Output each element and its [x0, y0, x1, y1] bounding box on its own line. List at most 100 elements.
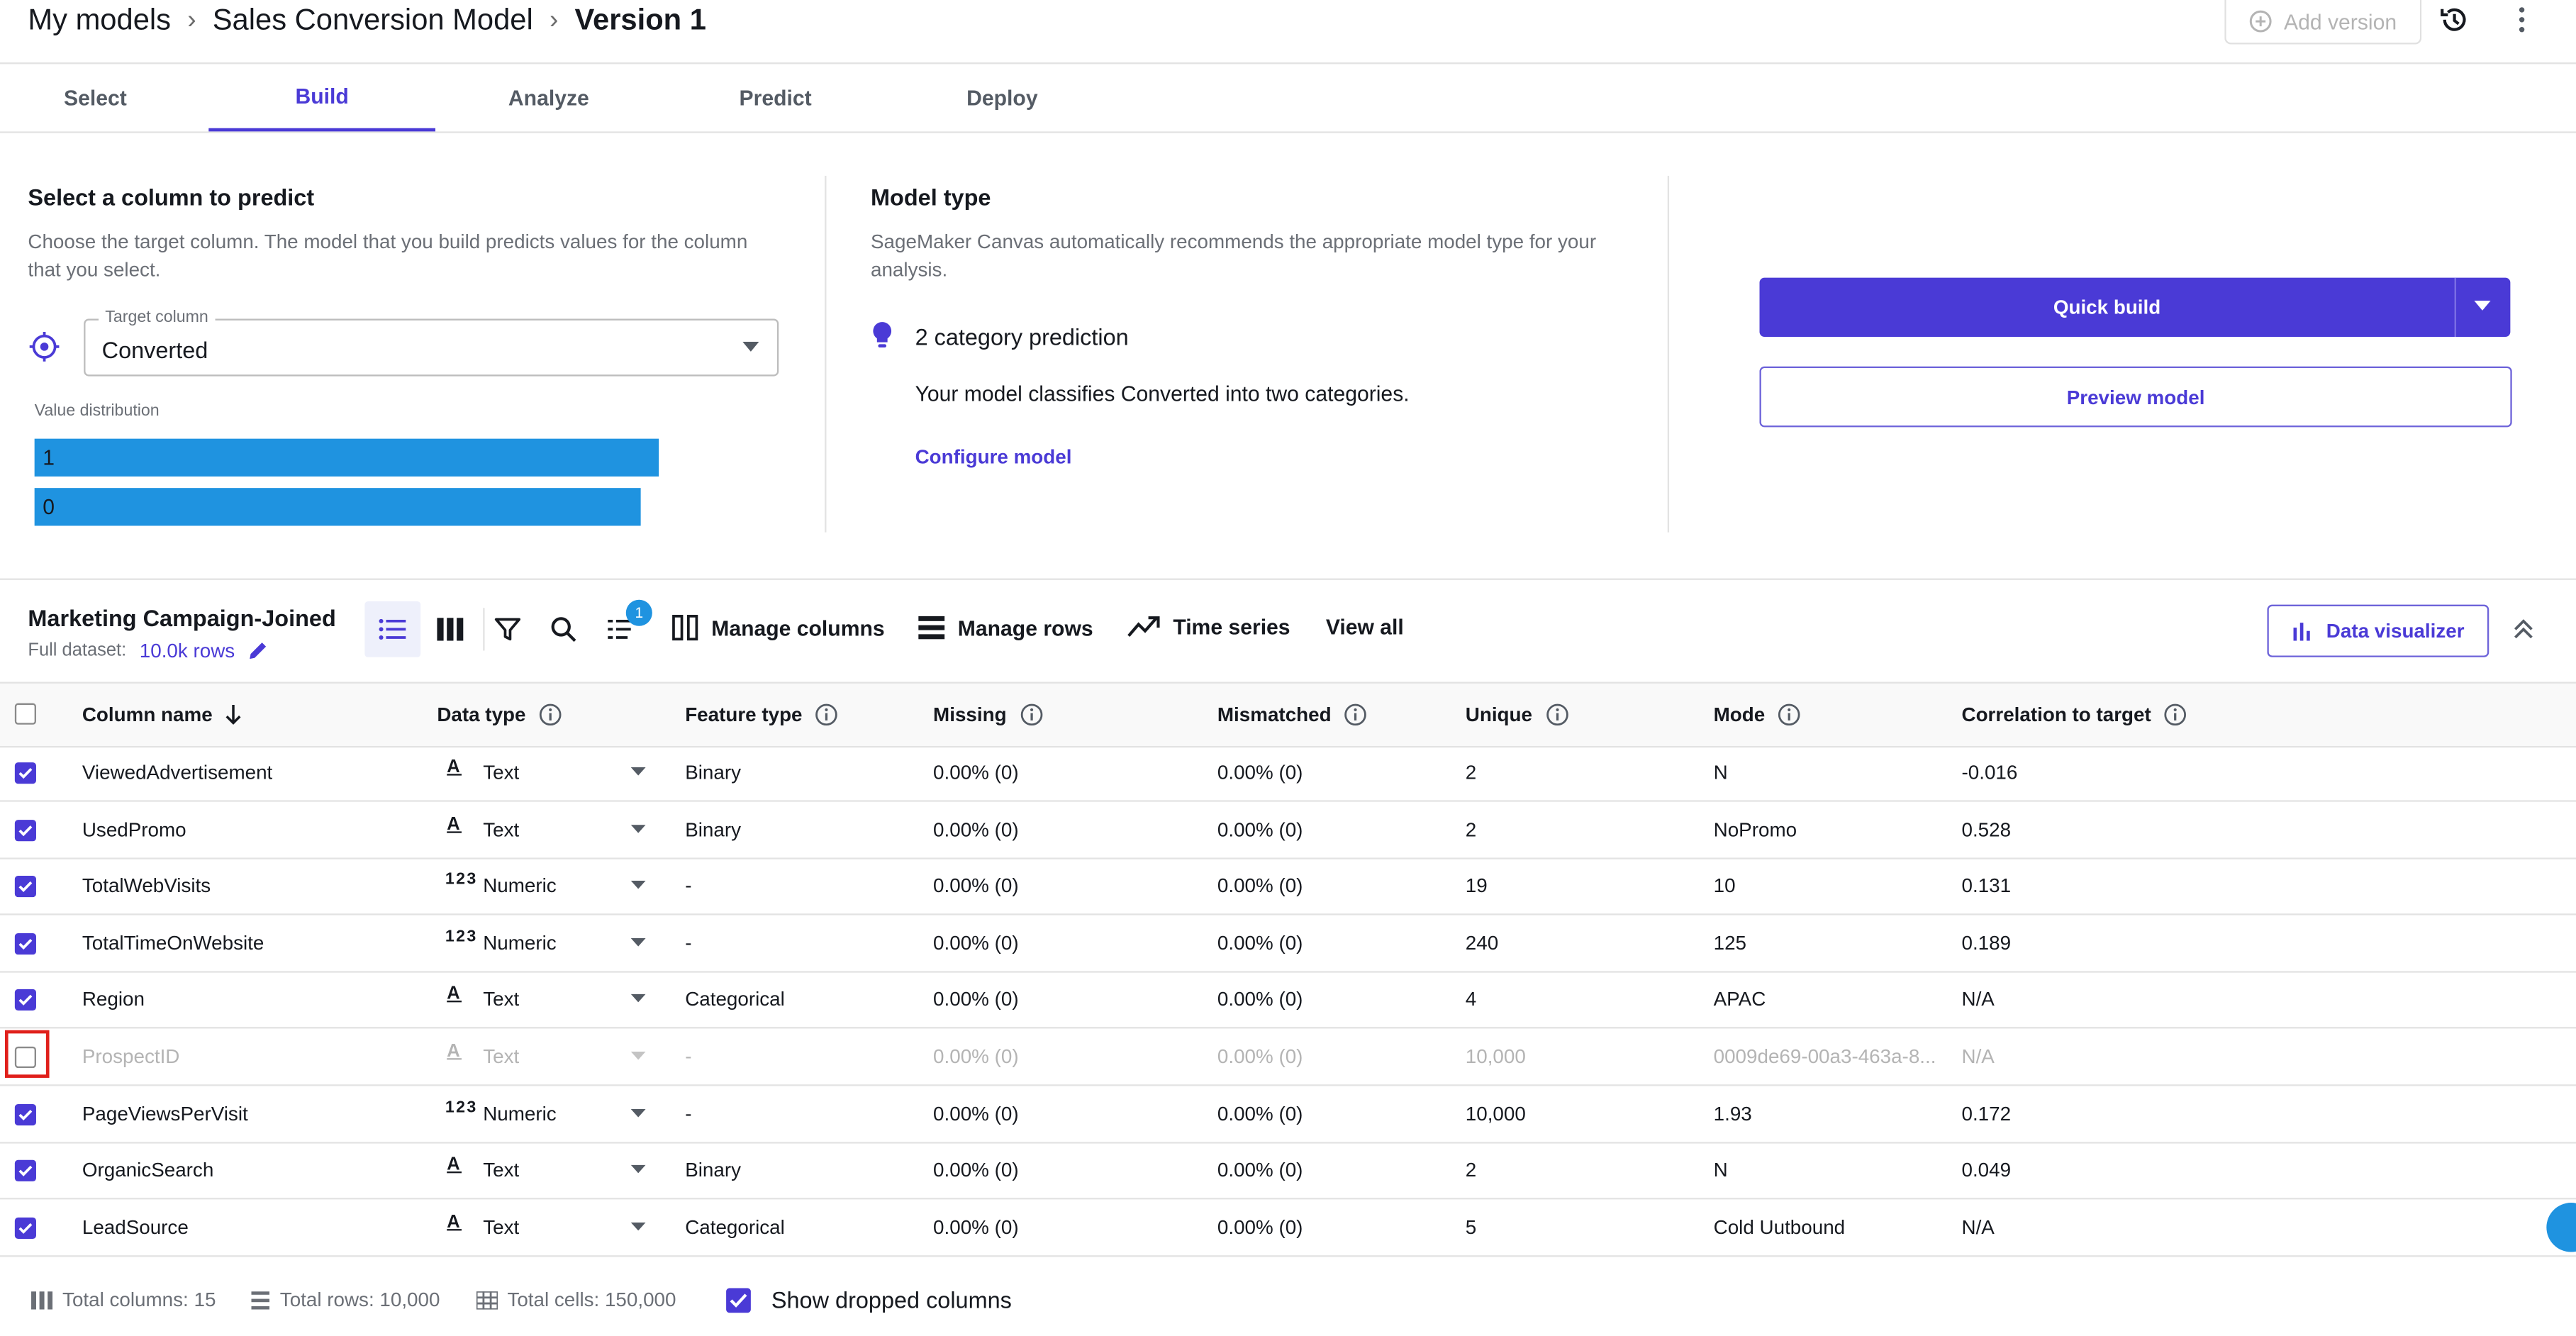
- caret-down-icon[interactable]: [630, 1222, 646, 1230]
- cell-data-type[interactable]: Text: [483, 1158, 520, 1182]
- select-all-checkbox[interactable]: [14, 703, 36, 725]
- cell-data-type[interactable]: Numeric: [483, 874, 557, 898]
- cell-correlation: N/A: [1961, 1045, 1995, 1069]
- cell-feature-type: -: [685, 1101, 692, 1125]
- table-row[interactable]: 123 TotalTimeOnWebsite Numeric - 0.00% (0) 0.…: [0, 915, 2576, 973]
- grid-view-button[interactable]: [422, 601, 478, 657]
- caret-down-icon[interactable]: [630, 1108, 646, 1117]
- info-icon[interactable]: [815, 703, 838, 726]
- cell-data-type[interactable]: Text: [483, 988, 520, 1011]
- cell-data-type[interactable]: Text: [483, 1215, 520, 1239]
- table-row[interactable]: 123 TotalWebVisits Numeric - 0.00% (0) 0.00% …: [0, 858, 2576, 916]
- tab-select[interactable]: Select: [64, 85, 127, 111]
- caret-down-icon[interactable]: [630, 824, 646, 833]
- more-options-icon[interactable]: [2512, 5, 2532, 35]
- header-unique: Unique: [1466, 703, 1568, 726]
- caret-down-icon[interactable]: [630, 1165, 646, 1174]
- panel-divider: [825, 175, 827, 533]
- breadcrumb-separator-icon: ›: [549, 6, 559, 34]
- manage-rows-button[interactable]: Manage rows: [918, 615, 1093, 641]
- tab-build[interactable]: Build: [208, 64, 436, 132]
- cell-feature-type: Binary: [685, 760, 742, 784]
- history-icon[interactable]: [2438, 4, 2470, 36]
- time-series-button[interactable]: Time series: [1127, 615, 1290, 639]
- info-icon[interactable]: [1546, 703, 1568, 726]
- manage-columns-icon: [672, 615, 698, 641]
- cell-data-type[interactable]: Text: [483, 760, 520, 784]
- cell-data-type[interactable]: Text: [483, 1045, 520, 1069]
- configure-model-link[interactable]: Configure model: [915, 445, 1072, 469]
- table-row[interactable]: A Region Text Categorical 0.00% (0) 0.00% (0)…: [0, 972, 2576, 1030]
- row-checkbox[interactable]: [14, 819, 36, 841]
- cell-missing: 0.00% (0): [933, 1215, 1019, 1239]
- list-view-button[interactable]: [364, 601, 421, 657]
- info-icon[interactable]: [539, 703, 562, 726]
- cell-data-type[interactable]: Text: [483, 817, 520, 841]
- table-row[interactable]: A ViewedAdvertisement Text Binary 0.00% (0) 0…: [0, 745, 2576, 802]
- plus-circle-icon: [2249, 10, 2272, 33]
- tab-analyze[interactable]: Analyze: [508, 85, 589, 111]
- cell-column-name: UsedPromo: [82, 817, 186, 841]
- cell-data-type[interactable]: Numeric: [483, 1101, 557, 1125]
- table-row[interactable]: A OrganicSearch Text Binary 0.00% (0) 0.00% (…: [0, 1142, 2576, 1200]
- table-row[interactable]: A UsedPromo Text Binary 0.00% (0) 0.00% (0) 2 N…: [0, 801, 2576, 859]
- cell-missing: 0.00% (0): [933, 988, 1019, 1011]
- row-checkbox[interactable]: [14, 876, 36, 898]
- data-visualizer-button[interactable]: Data visualizer: [2267, 604, 2489, 657]
- cell-unique: 240: [1465, 931, 1499, 954]
- tab-deploy[interactable]: Deploy: [966, 85, 1038, 111]
- info-icon[interactable]: [1778, 703, 1801, 726]
- filter-button[interactable]: [480, 601, 536, 657]
- show-dropped-columns[interactable]: Show dropped columns: [725, 1286, 1012, 1313]
- caret-down-icon[interactable]: [630, 994, 646, 1003]
- row-checkbox[interactable]: [14, 1160, 36, 1182]
- dataset-rows-link[interactable]: 10.0k rows: [139, 639, 235, 662]
- caret-down-icon[interactable]: [630, 937, 646, 947]
- cell-missing: 0.00% (0): [933, 1158, 1019, 1182]
- distribution-bar: 0: [34, 488, 640, 526]
- pencil-icon[interactable]: [248, 641, 268, 661]
- collapse-icon[interactable]: [2512, 618, 2535, 640]
- row-checkbox[interactable]: [14, 1217, 36, 1239]
- columns-icon: [31, 1291, 53, 1309]
- row-checkbox[interactable]: [14, 989, 36, 1011]
- show-dropped-checkbox[interactable]: [725, 1287, 750, 1313]
- quick-build-button[interactable]: Quick build: [1759, 277, 2511, 337]
- table-row[interactable]: A ProspectID Text - 0.00% (0) 0.00% (0) 10,000…: [0, 1028, 2576, 1086]
- tab-predict[interactable]: Predict: [739, 85, 812, 111]
- manage-columns-button[interactable]: Manage columns: [672, 615, 885, 641]
- sort-button[interactable]: [593, 601, 649, 657]
- cell-column-name: ViewedAdvertisement: [82, 760, 273, 784]
- table-row[interactable]: 123 PageViewsPerVisit Numeric - 0.00% (0) 0.0…: [0, 1086, 2576, 1143]
- row-checkbox[interactable]: [14, 933, 36, 954]
- cell-feature-type: Categorical: [685, 1215, 785, 1239]
- row-checkbox[interactable]: [14, 1046, 36, 1069]
- breadcrumb-model[interactable]: Sales Conversion Model: [212, 3, 533, 36]
- caret-down-icon[interactable]: [630, 767, 646, 776]
- info-icon[interactable]: [1344, 703, 1367, 726]
- distribution-bar: 1: [34, 438, 659, 477]
- table-row[interactable]: A LeadSource Text Categorical 0.00% (0) 0.00%…: [0, 1199, 2576, 1257]
- view-all-button[interactable]: View all: [1325, 614, 1404, 640]
- search-button[interactable]: [535, 601, 591, 657]
- cell-mode: APAC: [1713, 988, 1766, 1011]
- caret-down-icon[interactable]: [630, 1051, 646, 1060]
- info-icon[interactable]: [1020, 703, 1042, 726]
- header-data-type: Data type: [437, 703, 562, 726]
- row-checkbox[interactable]: [14, 762, 36, 784]
- cell-mode: N: [1713, 1158, 1728, 1182]
- caret-down-icon[interactable]: [2474, 301, 2491, 311]
- caret-down-icon[interactable]: [630, 881, 646, 889]
- header-column-name[interactable]: Column name: [82, 703, 242, 726]
- split-divider: [2454, 277, 2456, 337]
- cell-data-type[interactable]: Numeric: [483, 931, 557, 954]
- preview-model-button[interactable]: Preview model: [1759, 366, 2512, 428]
- row-checkbox[interactable]: [14, 1103, 36, 1125]
- cell-correlation: 0.049: [1961, 1158, 2012, 1182]
- add-version-button[interactable]: Add version: [2224, 0, 2422, 45]
- target-column-select[interactable]: Target column Converted: [84, 308, 779, 377]
- info-icon[interactable]: [2164, 703, 2187, 726]
- breadcrumb-my-models[interactable]: My models: [28, 3, 172, 36]
- numeric-type-icon: 123: [445, 871, 478, 889]
